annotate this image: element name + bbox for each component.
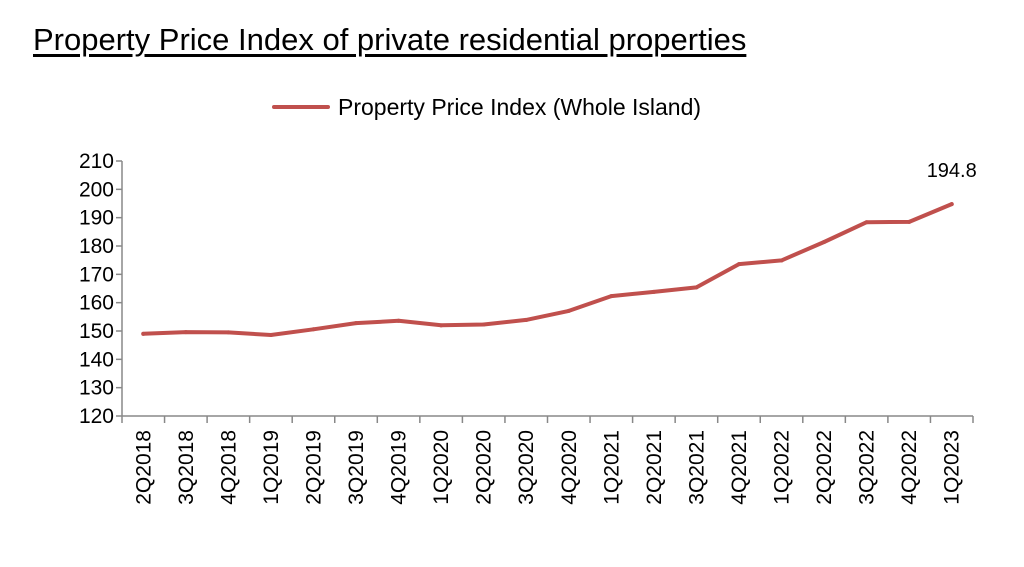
x-tick-label: 2Q2021 — [643, 430, 666, 505]
x-tick-label: 2Q2019 — [302, 430, 325, 505]
data-point — [822, 240, 827, 245]
data-point — [354, 321, 359, 326]
data-point — [311, 327, 316, 332]
x-tick-label: 2Q2018 — [132, 430, 155, 505]
x-tick-label: 3Q2019 — [345, 430, 368, 505]
y-tick-label: 190 — [79, 207, 114, 230]
legend-label: Property Price Index (Whole Island) — [338, 93, 702, 120]
y-tick-label: 140 — [79, 348, 114, 371]
y-tick-label: 210 — [79, 150, 114, 173]
x-tick-label: 3Q2022 — [856, 430, 879, 505]
x-tick-label: 4Q2021 — [728, 430, 751, 505]
data-point — [864, 220, 869, 225]
x-tick-label: 4Q2020 — [558, 430, 581, 505]
data-point — [396, 318, 401, 323]
x-tick-label: 1Q2019 — [260, 430, 283, 505]
x-tick-label: 3Q2018 — [175, 430, 198, 505]
data-point — [736, 262, 741, 267]
data-point — [439, 323, 444, 328]
y-tick-label: 160 — [79, 292, 114, 315]
y-tick-label: 150 — [79, 320, 114, 343]
data-point — [226, 330, 231, 335]
y-tick-label: 180 — [79, 235, 114, 258]
data-label-last-value: 194.8 — [927, 160, 977, 182]
y-tick-label: 170 — [79, 263, 114, 286]
data-point — [481, 322, 486, 327]
data-point — [651, 289, 656, 294]
x-tick-label: 1Q2021 — [600, 430, 623, 505]
legend-swatch — [272, 105, 330, 109]
x-tick-label: 3Q2020 — [515, 430, 538, 505]
data-point — [524, 317, 529, 322]
x-tick-label: 2Q2022 — [813, 430, 836, 505]
data-point — [183, 330, 188, 335]
x-tick-label: 1Q2023 — [941, 430, 964, 505]
x-tick-label: 1Q2022 — [771, 430, 794, 505]
y-tick-label: 200 — [79, 178, 114, 201]
legend: Property Price Index (Whole Island) — [272, 92, 701, 122]
y-tick-label: 130 — [79, 377, 114, 400]
x-tick-label: 3Q2021 — [685, 430, 708, 505]
x-tick-label: 4Q2022 — [898, 430, 921, 505]
chart-title: Property Price Index of private resident… — [33, 22, 747, 57]
y-tick-label: 120 — [79, 405, 114, 428]
data-point — [907, 219, 912, 224]
data-point — [779, 258, 784, 263]
x-tick-label: 2Q2020 — [473, 430, 496, 505]
x-tick-label: 4Q2018 — [217, 430, 240, 505]
x-tick-label: 1Q2020 — [430, 430, 453, 505]
data-point — [566, 308, 571, 313]
x-tick-label: 4Q2019 — [388, 430, 411, 505]
data-point — [949, 202, 954, 207]
data-point — [268, 332, 273, 337]
data-point — [694, 285, 699, 290]
data-point — [609, 294, 614, 299]
data-point — [141, 331, 146, 336]
series-line-property-price-index — [141, 202, 954, 337]
